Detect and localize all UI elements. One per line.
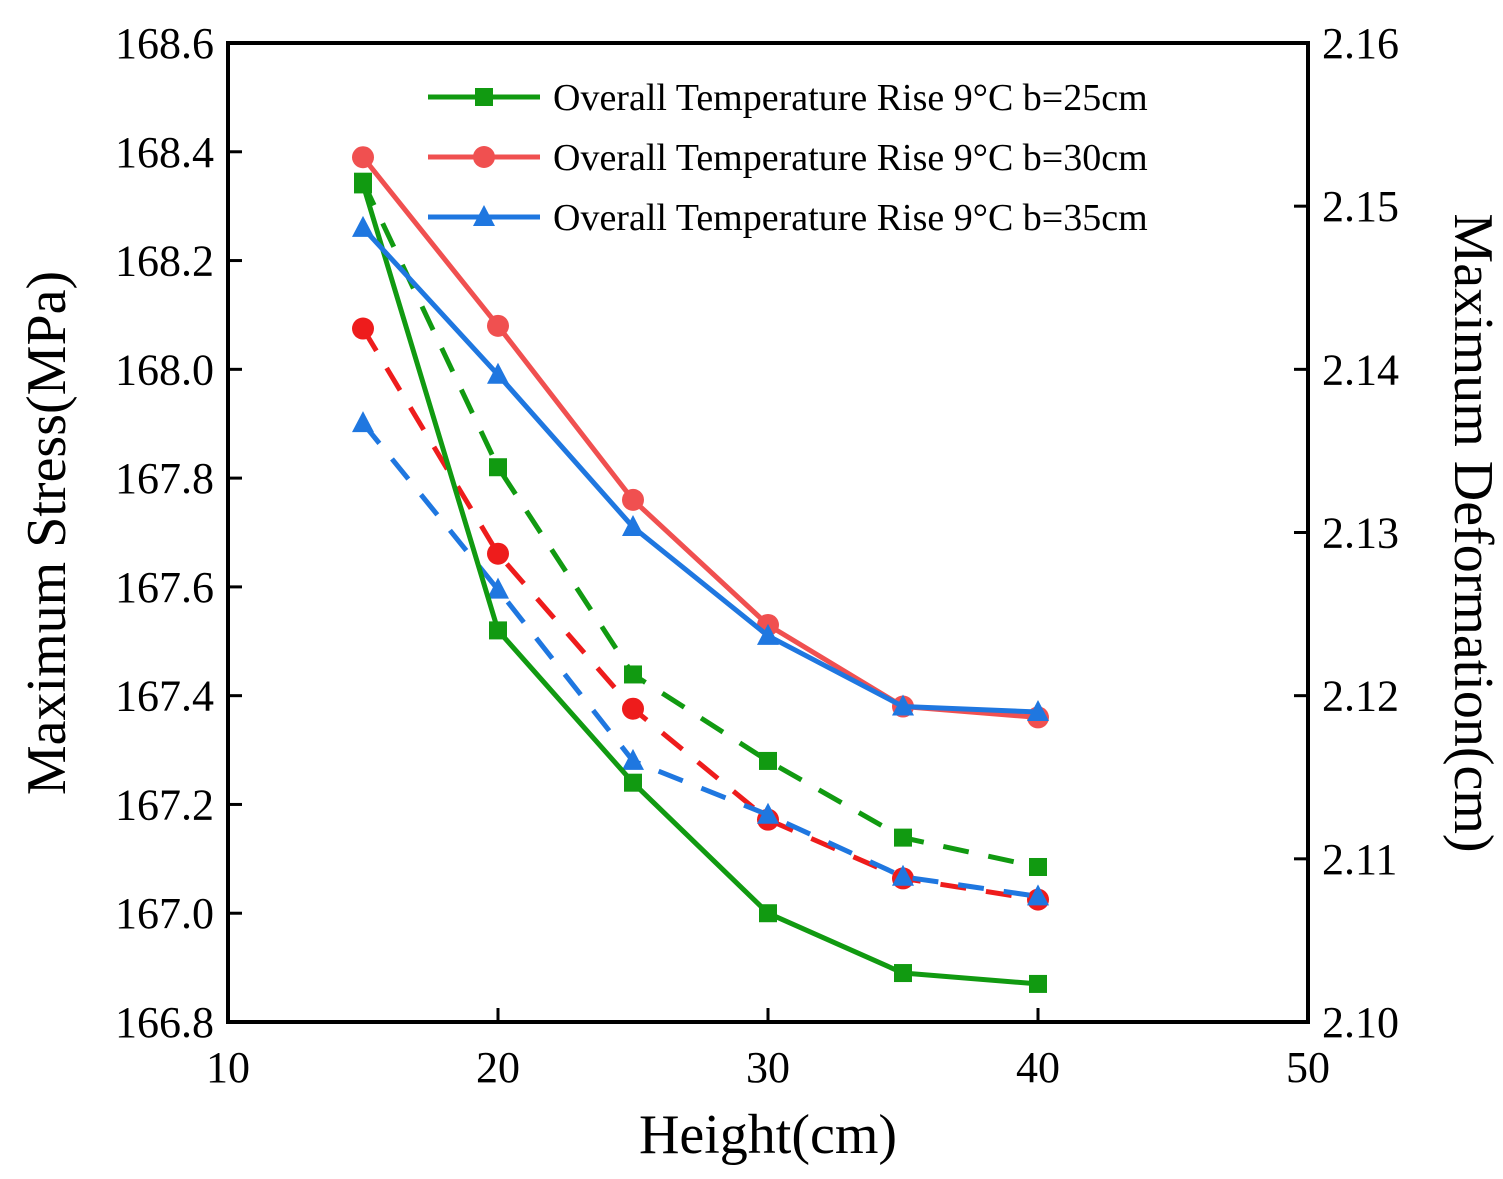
data-point (1027, 699, 1049, 721)
y-left-tick-label: 167.4 (115, 672, 214, 721)
legend-marker (475, 88, 493, 106)
data-point (487, 542, 509, 565)
y-right-tick-label: 2.16 (1322, 19, 1399, 68)
y-left-tick-label: 168.6 (115, 19, 214, 68)
data-point (622, 748, 644, 770)
data-point (622, 515, 644, 537)
series-5 (352, 411, 1049, 906)
y-right-tick-label: 2.14 (1322, 345, 1399, 394)
y-left-tick-label: 167.0 (115, 889, 214, 938)
y-right-tick-label: 2.10 (1322, 998, 1399, 1047)
data-point (1029, 857, 1047, 876)
data-point (622, 488, 644, 511)
data-point (354, 175, 372, 194)
y-left-tick-label: 168.0 (115, 345, 214, 394)
legend-label: Overall Temperature Rise 9°C b=35cm (553, 197, 1148, 239)
plot-frame (226, 41, 1310, 1024)
legend-item: Overall Temperature Rise 9°C b=25cm (428, 77, 1148, 119)
data-point (757, 802, 779, 824)
data-point (487, 362, 509, 384)
series-layer (352, 146, 1049, 993)
data-point (759, 904, 777, 923)
x-tick-label: 50 (1286, 1043, 1330, 1092)
x-tick-label: 30 (746, 1043, 790, 1092)
data-point (352, 411, 374, 433)
series-line (361, 421, 1039, 899)
y-left-tick-label: 168.2 (115, 237, 214, 286)
legend-label: Overall Temperature Rise 9°C b=30cm (553, 137, 1148, 179)
data-point (489, 458, 507, 477)
y-left-tick-label: 166.8 (115, 998, 214, 1047)
data-point (1027, 884, 1049, 906)
tick-labels-layer: 10 20 30 40 50 166.8 167.0 167.2 167.4 167.6 167.8… (115, 19, 1399, 1092)
data-point (489, 621, 507, 640)
legend-label: Overall Temperature Rise 9°C b=25cm (553, 77, 1148, 119)
legend-marker (473, 205, 495, 226)
y-left-tick-label: 168.4 (115, 128, 214, 177)
series-0 (354, 175, 1047, 993)
data-point (622, 697, 644, 720)
legend-item: Overall Temperature Rise 9°C b=35cm (428, 197, 1148, 239)
series-line (360, 327, 1039, 903)
data-point (1029, 974, 1047, 993)
y-left-tick-label: 167.6 (115, 563, 214, 612)
y-right-tick-label: 2.13 (1322, 509, 1399, 558)
data-point (487, 314, 509, 337)
series-2 (352, 215, 1049, 721)
legend-marker (473, 146, 495, 168)
x-tick-label: 10 (206, 1043, 250, 1092)
x-axis-title: Height(cm) (639, 1104, 897, 1166)
data-point (892, 694, 914, 716)
ticks-layer (228, 150, 1308, 1022)
data-point (352, 146, 374, 169)
data-point (487, 577, 509, 599)
legend: Overall Temperature Rise 9°C b=25cm Overa… (428, 77, 1148, 239)
series-line (360, 183, 1039, 987)
y-right-tick-label: 2.15 (1322, 182, 1399, 231)
data-point (352, 215, 374, 237)
data-point (892, 864, 914, 886)
series-line (361, 226, 1039, 715)
data-point (759, 751, 777, 770)
y-axis-left-title: Maximum Stress(MPa) (16, 271, 78, 795)
data-point (624, 665, 642, 684)
data-point (757, 623, 779, 645)
legend-item: Overall Temperature Rise 9°C b=30cm (428, 137, 1148, 179)
series-line (361, 155, 1039, 720)
x-tick-label: 40 (1016, 1043, 1060, 1092)
series-4 (352, 317, 1049, 911)
x-tick-label: 20 (476, 1043, 520, 1092)
data-point (894, 964, 912, 983)
y-left-tick-label: 167.2 (115, 780, 214, 829)
y-right-tick-label: 2.11 (1322, 835, 1397, 884)
y-axis-right-title: Maximum Deformation(cm) (1442, 213, 1503, 852)
y-left-tick-label: 167.8 (115, 454, 214, 503)
y-right-tick-label: 2.12 (1322, 672, 1399, 721)
data-point (624, 773, 642, 792)
data-point (894, 828, 912, 847)
data-point (352, 317, 374, 340)
